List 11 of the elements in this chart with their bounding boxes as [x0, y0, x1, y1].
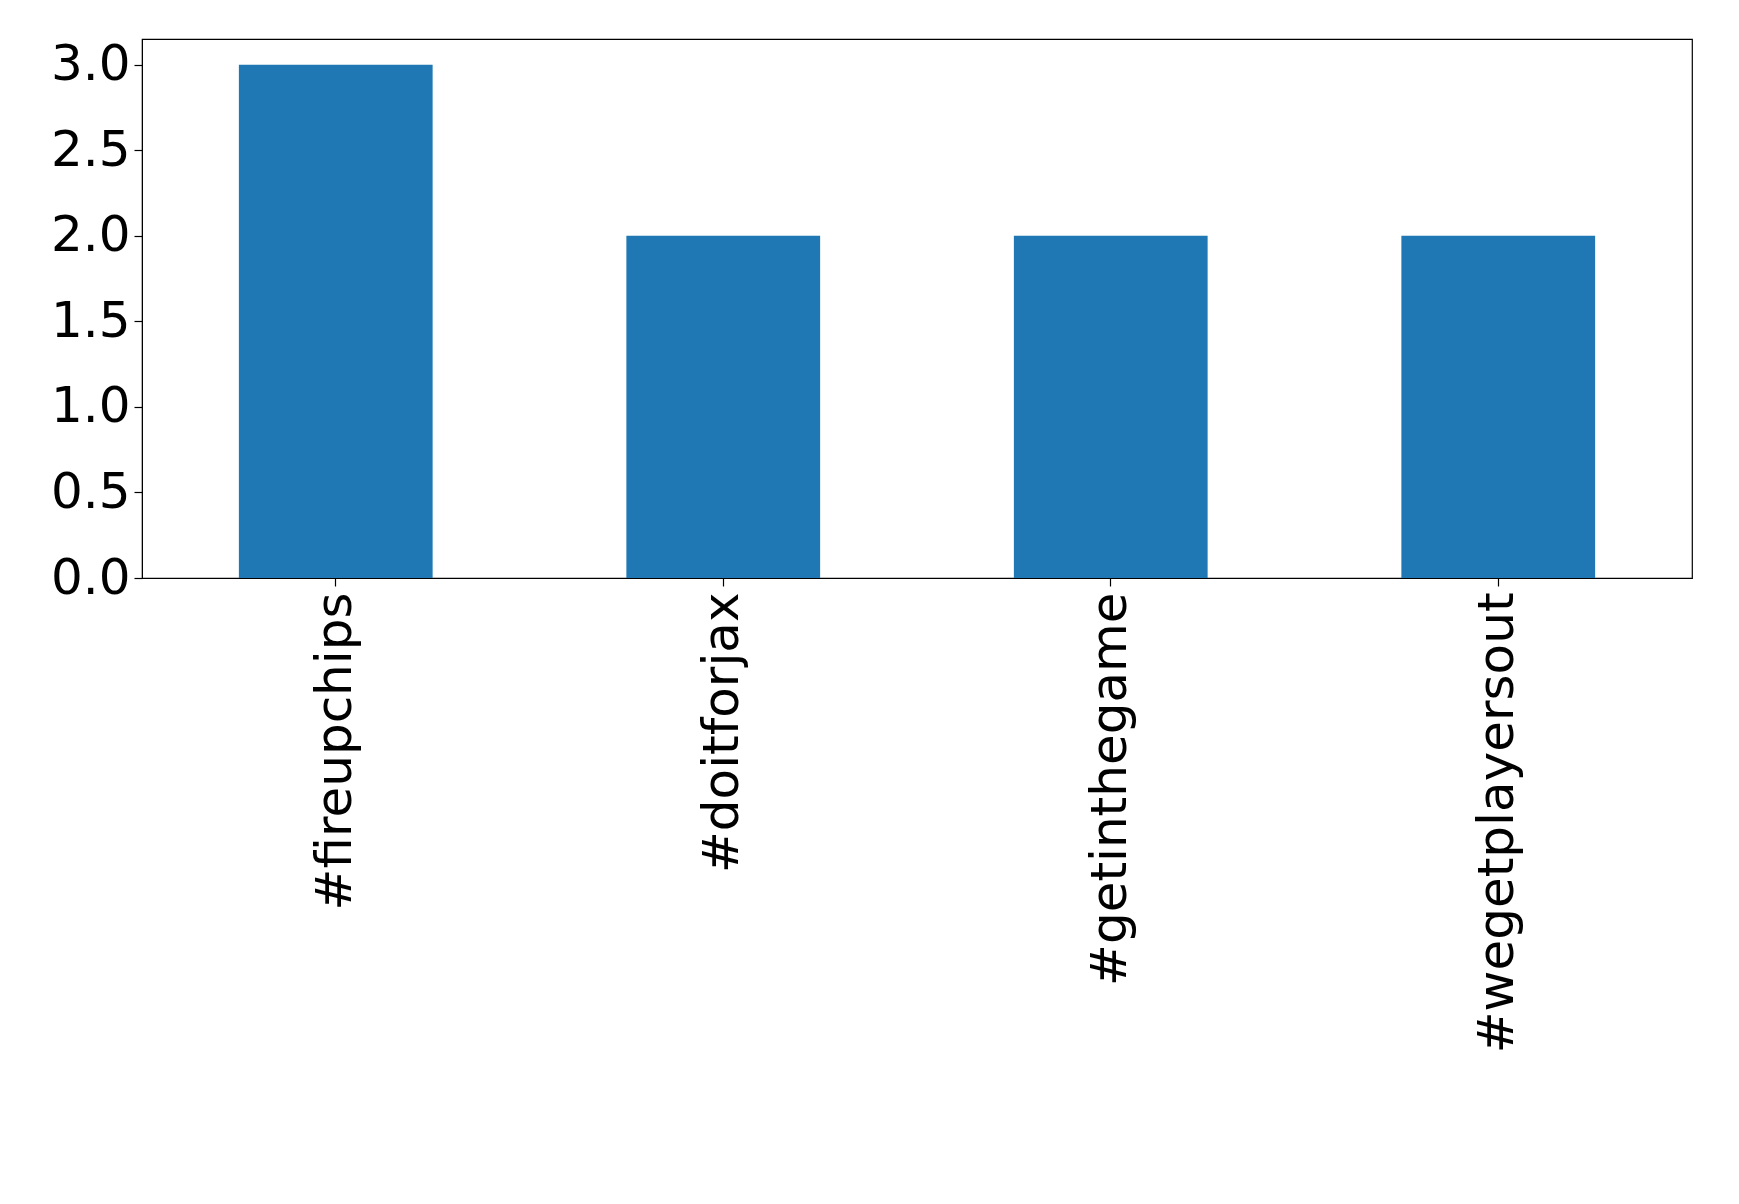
- y-tick-label: 2.0: [50, 205, 131, 264]
- y-tick-label: 1.5: [50, 290, 131, 349]
- x-tick-label: #wegetplayersout: [1467, 592, 1526, 1054]
- x-tick-label: #doitforjax: [692, 592, 751, 874]
- x-tick-label: #getinthegame: [1079, 592, 1138, 986]
- x-tick-label: #fireupchips: [304, 592, 363, 911]
- y-tick-label: 2.5: [50, 119, 131, 178]
- y-tick-label: 0.0: [50, 547, 131, 606]
- y-tick-label: 0.5: [50, 461, 131, 520]
- y-tick-label: 3.0: [50, 34, 131, 93]
- y-tick-label: 1.0: [50, 376, 131, 435]
